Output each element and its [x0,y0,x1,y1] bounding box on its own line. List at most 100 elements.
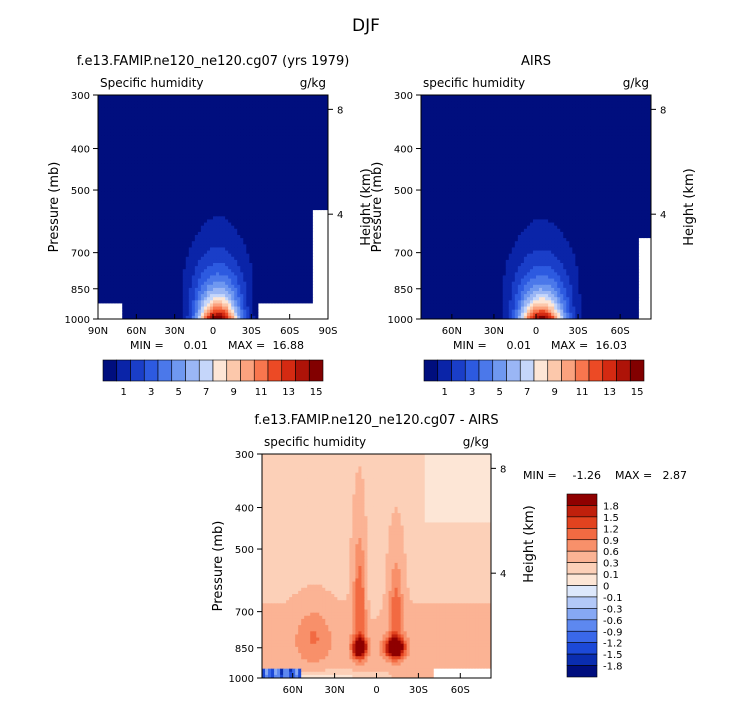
heatmap-cell [303,188,308,192]
heatmap-cell [149,278,153,283]
heatmap-cell [219,281,223,286]
heatmap-cell [222,123,226,127]
heatmap-cell [170,225,175,230]
heatmap-cell [261,138,265,143]
heatmap-cell [270,144,275,149]
heatmap-cell [234,259,238,264]
heatmap-cell [173,238,178,242]
heatmap-cell [219,297,223,301]
heatmap-cell [146,182,150,186]
heatmap-cell [237,151,241,155]
heatmap-cell [297,200,302,205]
heatmap-cell [152,169,156,174]
heatmap-cell [228,197,232,202]
heatmap-cell [170,175,175,180]
heatmap-cell [170,263,175,267]
heatmap-cell [203,138,208,143]
heatmap-cell [167,244,172,248]
heatmap-cell [197,116,202,121]
heatmap-cell [158,200,163,205]
heatmap-cell [146,166,150,171]
heatmap-cell [119,259,123,264]
heatmap-cell [222,207,226,211]
heatmap-cell [318,126,323,130]
heatmap-cell [167,203,172,208]
heatmap-cell [261,216,265,220]
heatmap-cell [101,172,105,177]
heatmap-cell [216,95,220,99]
heatmap-cell [119,213,123,217]
heatmap-cell [98,244,102,248]
heatmap-cell [246,253,250,258]
heatmap-cell [113,272,117,276]
heatmap-cell [297,104,302,108]
heatmap-cell [276,138,281,143]
heatmap-cell [264,287,268,292]
heatmap-cell [125,228,129,233]
heatmap-cell [113,151,117,155]
heatmap-cell [252,213,256,217]
heatmap-cell [300,163,305,168]
heatmap-cell [203,188,208,192]
heatmap-cell [240,166,244,171]
heatmap-cell [255,210,259,214]
heatmap-cell [134,191,138,196]
heatmap-cell [182,238,187,242]
heatmap-cell [318,172,323,177]
heatmap-cell [143,272,147,276]
heatmap-cell [134,231,138,236]
heatmap-cell [125,247,129,252]
heatmap-cell [252,104,256,108]
heatmap-cell [146,213,150,217]
heatmap-cell [309,129,314,133]
heatmap-cell [240,228,244,233]
heatmap-cell [125,219,129,224]
heatmap-cell [134,116,138,121]
heatmap-cell [285,182,290,186]
heatmap-cell [261,126,265,130]
heatmap-cell [237,113,241,118]
heatmap-cell [194,104,199,108]
heatmap-cell [206,225,211,230]
heatmap-cell [243,287,247,292]
heatmap-cell [246,147,250,152]
heatmap-cell [188,222,193,227]
heatmap-cell [104,297,108,301]
heatmap-cell [104,175,108,180]
heatmap-cell [167,110,172,115]
heatmap-cell [158,253,163,258]
heatmap-cell [167,216,172,220]
heatmap-cell [185,185,190,189]
heatmap-cell [119,291,123,295]
heatmap-cell [270,250,275,255]
heatmap-cell [315,123,320,127]
heatmap-cell [270,203,275,208]
heatmap-cell [101,250,105,255]
heatmap-cell [194,135,199,140]
heatmap-cell [270,98,275,102]
heatmap-cell [101,225,105,230]
heatmap-cell [116,235,120,239]
heatmap-cell [312,135,317,140]
heatmap-cell [149,259,153,264]
heatmap-cell [279,185,284,189]
heatmap-cell [258,135,262,140]
heatmap-cell [104,172,108,177]
heatmap-cell [237,297,241,301]
heatmap-cell [303,253,308,258]
heatmap-cell [243,284,247,289]
heatmap-cell [185,166,190,171]
heatmap-cell [276,126,281,130]
heatmap-cell [270,219,275,224]
heatmap-cell [309,175,314,180]
heatmap-cell [179,123,184,127]
heatmap-cell [288,263,293,267]
heatmap-cell [264,151,268,155]
heatmap-cell [203,266,208,270]
heatmap-cell [261,119,265,124]
heatmap-cell [122,291,126,295]
heatmap-cell [291,98,296,102]
heatmap-cell [279,188,284,192]
heatmap-cell [104,250,108,255]
heatmap-cell [234,263,238,267]
